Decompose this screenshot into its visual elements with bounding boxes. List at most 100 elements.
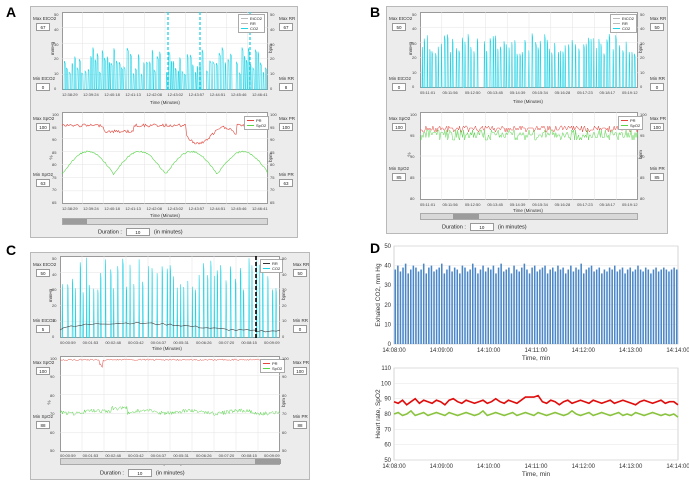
- d-co2-bar: [433, 271, 435, 344]
- d-co2-bar: [603, 269, 606, 344]
- y-tick-label-right: 50: [640, 12, 645, 17]
- d-co2-bar: [404, 263, 407, 344]
- x-tick-label: 00:01:53: [82, 340, 99, 345]
- y-tick-label: 90: [410, 154, 415, 159]
- a-min-pr-value: 63: [279, 179, 293, 187]
- c-min-spo2-value: 88: [36, 421, 50, 429]
- x-tick-label: 12:44:51: [209, 92, 226, 97]
- spo2-line: [59, 405, 281, 416]
- y-tick-label-right: 50: [282, 448, 287, 453]
- d-co2-bar: [585, 269, 588, 344]
- a-bottom-legend-item: SpO2: [247, 123, 266, 128]
- a-max-rr-label: Max RR: [279, 16, 296, 21]
- a-scrollbar-thumb[interactable]: [63, 219, 87, 224]
- d-co2-bar: [650, 273, 652, 344]
- b-duration-input[interactable]: 10: [469, 223, 494, 231]
- d-co2-bar: [575, 267, 577, 344]
- y-tick-label-right: 0: [282, 334, 285, 339]
- x-tick-label: 05:11:56: [442, 90, 458, 95]
- b-bottom-waveform: [419, 112, 639, 200]
- a-scrollbar[interactable]: [62, 218, 268, 225]
- d-co2-bar: [624, 273, 626, 344]
- x-tick-label: 05:15:34: [532, 90, 548, 95]
- x-tick-label: 00:03:42: [128, 453, 144, 458]
- y-tick-label-right: 20: [640, 55, 645, 61]
- d-co2-bar: [590, 265, 593, 344]
- d-top-x-tick: 14:11:00: [525, 348, 549, 354]
- panel-letter-a: A: [6, 4, 17, 20]
- d-top-x-tick: 14:09:00: [430, 348, 454, 354]
- d-co2-bar: [453, 267, 456, 344]
- x-tick-label: 00:06:26: [196, 453, 212, 458]
- d-co2-bar: [554, 271, 557, 344]
- d-co2-bar: [639, 269, 642, 344]
- b-scrollbar[interactable]: [420, 213, 638, 220]
- y-tick-label: 50: [50, 448, 55, 453]
- d-co2-bar: [510, 273, 513, 344]
- y-tick-label-right: 40: [270, 26, 275, 32]
- c-min-rr-value: 0: [293, 325, 307, 333]
- d-co2-bar: [471, 263, 474, 344]
- x-tick-label: 05:14:39: [509, 202, 526, 207]
- c-max-pr-value: 100: [293, 367, 307, 375]
- d-co2-bar: [446, 269, 448, 344]
- d-bottom-x-tick: 14:14:00: [666, 464, 689, 470]
- x-tick-label: 00:07:20: [218, 340, 235, 345]
- c-duration: Duration :10 (in minutes): [100, 469, 185, 477]
- y-tick-label-right: 90: [282, 374, 287, 380]
- d-co2-bar: [456, 269, 459, 344]
- a-top-waveform: [62, 12, 268, 91]
- x-tick-label: 00:03:42: [128, 340, 144, 345]
- y-tick-label-right: 70: [270, 187, 275, 193]
- c-duration-input[interactable]: 10: [127, 469, 152, 477]
- y-tick-label-right: 85: [640, 175, 645, 180]
- y-tick-label: 70: [52, 187, 57, 193]
- d-co2-bar: [430, 265, 433, 344]
- d-top-y-tick: 20: [384, 303, 391, 309]
- x-tick-label: 00:04:37: [150, 340, 167, 345]
- a-duration-input[interactable]: 10: [125, 228, 150, 236]
- panel-letter-c: C: [6, 242, 17, 258]
- y-tick-label: 10: [52, 318, 57, 324]
- d-co2-bar: [505, 269, 508, 344]
- b-min-pr-label: Min PR: [650, 166, 665, 171]
- d-heart-rate-line: [393, 394, 679, 406]
- c-bottom-legend: PR SpO2: [260, 359, 286, 373]
- y-tick-label-right: 100: [282, 356, 289, 361]
- a-max-rr-value: 67: [279, 23, 293, 31]
- b-min-rr-label: Min RR: [650, 76, 666, 81]
- y-tick-label-right: 75: [270, 174, 275, 180]
- c-min-rr-label: Min RR: [293, 318, 309, 323]
- y-tick-label-right: 80: [282, 392, 287, 398]
- b-top-legend-item: CO2: [613, 26, 634, 31]
- x-tick-label: 12:45:46: [230, 206, 247, 211]
- c-bottom-legend-item: PR: [263, 361, 282, 366]
- b-max-etco2-value: 50: [392, 23, 406, 31]
- c-scrollbar[interactable]: [60, 458, 281, 465]
- d-co2-bar: [564, 273, 567, 344]
- c-top-legend: RR CO2: [260, 259, 284, 273]
- a-max-pr-label: Max PR: [279, 116, 296, 121]
- d-co2-bar: [652, 269, 655, 344]
- x-tick-label: 05:16:28: [554, 90, 571, 95]
- y-tick-label-right: 0: [270, 86, 273, 91]
- c-scrollbar-thumb[interactable]: [255, 459, 281, 464]
- x-tick-label: 00:01:53: [82, 453, 99, 458]
- b-scrollbar-thumb[interactable]: [453, 214, 479, 219]
- y-tick-label-right: 30: [282, 287, 287, 293]
- d-co2-bar: [642, 271, 644, 344]
- d-bottom-y-tick: 70: [384, 427, 391, 433]
- x-tick-label: 12:39:24: [83, 206, 99, 211]
- a-max-pr-value: 100: [279, 123, 293, 131]
- d-co2-bar: [422, 263, 425, 344]
- y-tick-label-right: 50: [270, 12, 275, 17]
- d-co2-bar: [621, 267, 624, 344]
- y-tick-label: 80: [52, 162, 57, 168]
- b-min-rr-value: 0: [650, 83, 664, 91]
- d-co2-bar: [518, 271, 520, 344]
- d-co2-bar: [469, 269, 471, 344]
- y-tick-label: 20: [412, 55, 417, 61]
- a-min-rr-value: 8: [279, 83, 293, 91]
- c-bottom-waveform: [59, 356, 281, 452]
